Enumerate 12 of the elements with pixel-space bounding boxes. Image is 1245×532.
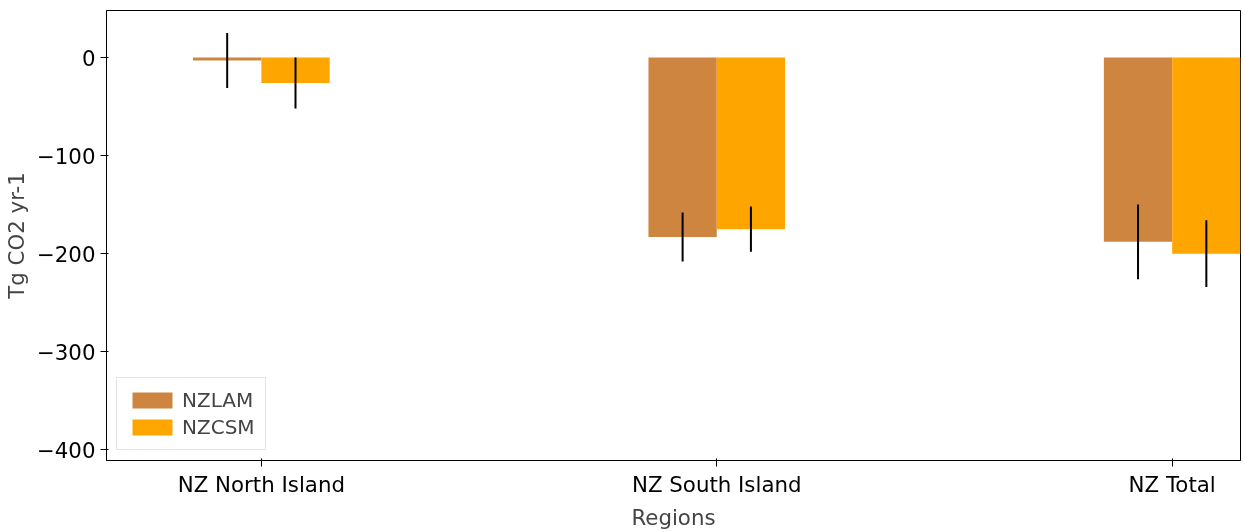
x-tick-label: NZ North Island	[177, 471, 345, 497]
y-tick-label: 0	[81, 45, 96, 71]
y-axis-title: Tg CO2 yr-1	[3, 172, 29, 300]
x-tick-label: NZ Total	[1128, 471, 1216, 497]
legend-label: NZCSM	[182, 415, 255, 439]
y-tick-label: −300	[36, 339, 96, 365]
x-axis-title: Regions	[631, 504, 716, 530]
y-tick-label: −200	[36, 241, 96, 267]
y-tick-label: −100	[36, 143, 96, 169]
x-tick-label: NZ South Island	[631, 471, 802, 497]
y-tick-label: −400	[36, 437, 96, 463]
legend-label: NZLAM	[182, 388, 254, 412]
